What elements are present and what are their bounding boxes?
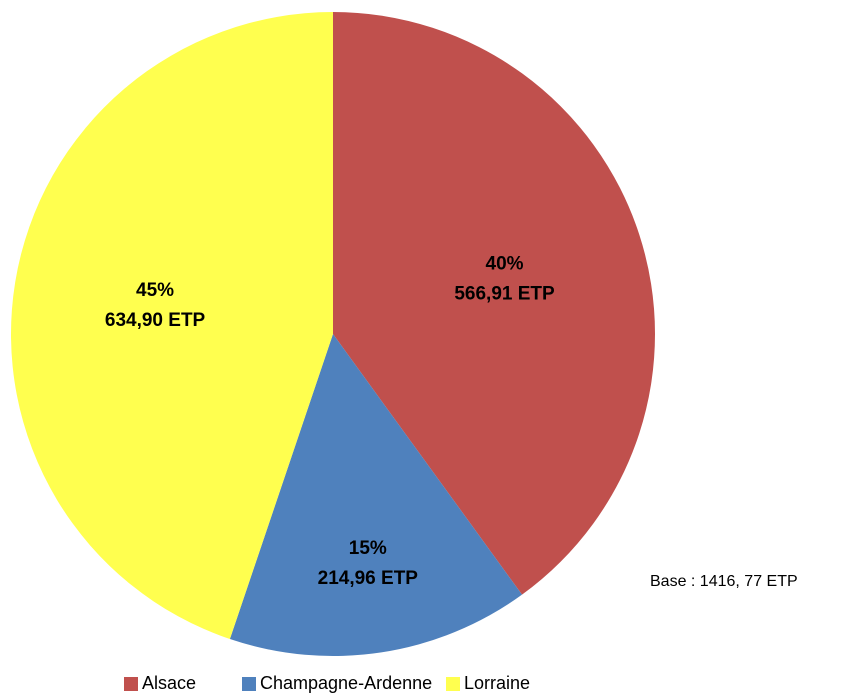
data-label-value: 214,96 ETP — [318, 568, 419, 589]
pie-slice — [229, 334, 523, 656]
pie-slice — [333, 12, 656, 595]
legend-swatch — [446, 677, 460, 691]
annotation: Base : 1416, 77 ETP — [650, 573, 798, 590]
legend-swatch — [124, 677, 138, 691]
legend-label: Alsace — [142, 673, 196, 693]
legend-label: Champagne-Ardenne — [260, 673, 432, 693]
legend-swatch — [242, 677, 256, 691]
legend-label: Lorraine — [464, 673, 530, 693]
data-label-percent: 15% — [349, 538, 387, 559]
data-label-percent: 40% — [486, 253, 524, 274]
data-label-percent: 45% — [136, 280, 174, 301]
data-label-value: 566,91 ETP — [454, 283, 555, 304]
data-label-value: 634,90 ETP — [105, 310, 206, 331]
pie-slice — [11, 12, 334, 640]
